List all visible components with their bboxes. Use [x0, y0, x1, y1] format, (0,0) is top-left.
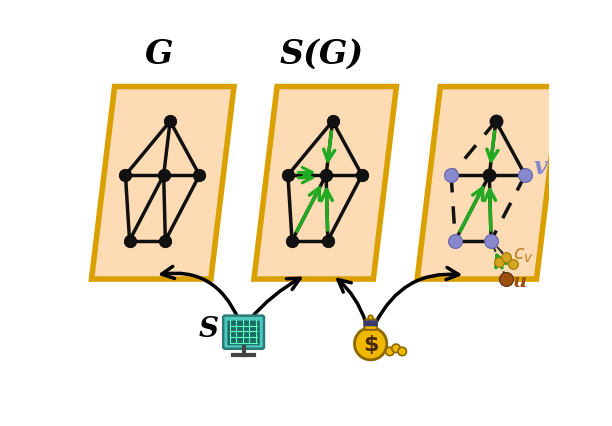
Text: $: $ [363, 335, 378, 355]
Ellipse shape [386, 347, 394, 356]
Ellipse shape [354, 328, 387, 360]
Text: G: G [144, 38, 173, 71]
Polygon shape [417, 86, 559, 279]
FancyBboxPatch shape [364, 321, 377, 325]
Text: v: v [534, 155, 548, 179]
Text: $c_v$: $c_v$ [513, 247, 534, 265]
Text: u: u [512, 273, 526, 291]
Ellipse shape [365, 319, 369, 324]
Text: S: S [199, 317, 219, 343]
Ellipse shape [372, 319, 377, 324]
FancyBboxPatch shape [228, 321, 259, 345]
Ellipse shape [392, 344, 400, 353]
FancyBboxPatch shape [365, 323, 377, 330]
Text: S(G): S(G) [279, 38, 364, 71]
Ellipse shape [398, 347, 406, 356]
Ellipse shape [368, 315, 373, 320]
Polygon shape [254, 86, 397, 279]
Polygon shape [92, 86, 234, 279]
FancyBboxPatch shape [223, 316, 264, 349]
